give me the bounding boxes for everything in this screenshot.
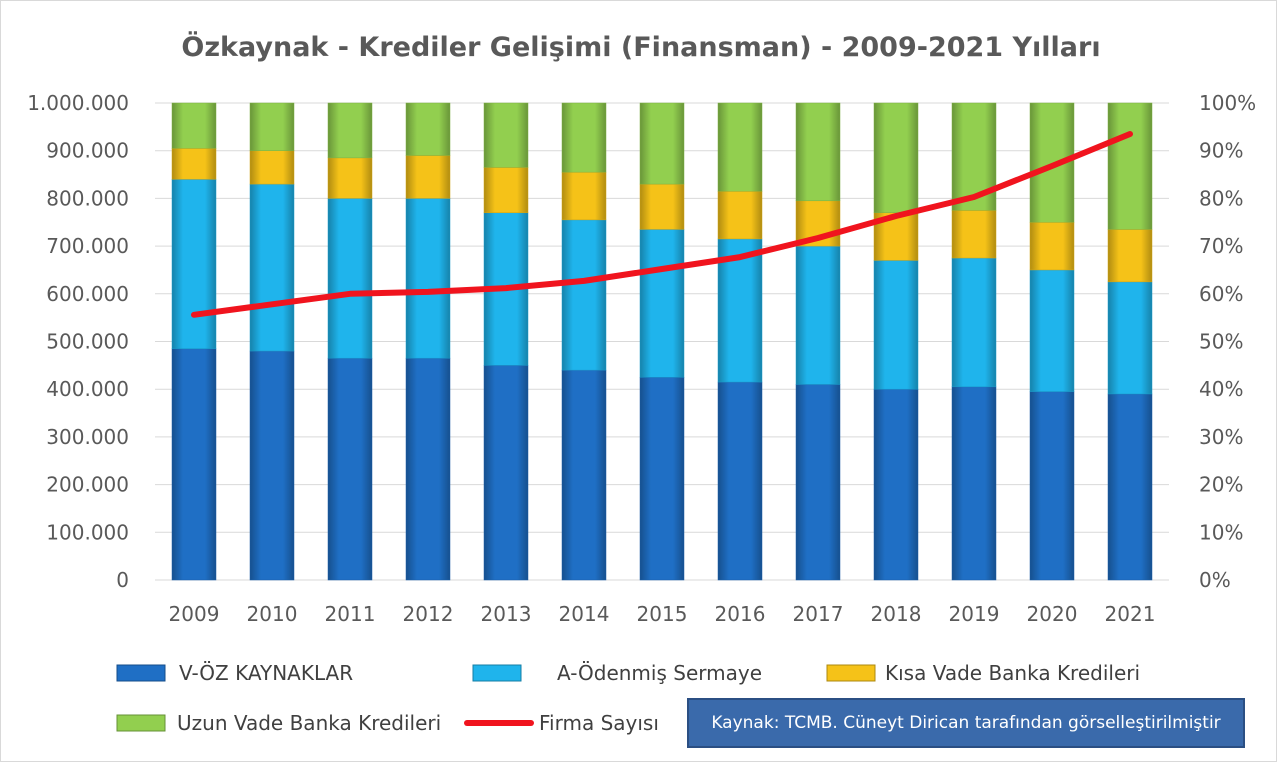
bar-uzun-vade-banka-kredileri-2021 (1108, 103, 1152, 229)
legend-swatch (473, 665, 521, 681)
left-tick-label: 400.000 (46, 377, 129, 401)
x-tick-label: 2017 (793, 602, 844, 626)
left-tick-label: 500.000 (46, 330, 129, 354)
legend-swatch (117, 665, 165, 681)
bar-uzun-vade-banka-kredileri-2018 (874, 103, 918, 213)
right-tick-label: 50% (1199, 330, 1243, 354)
bar-k-sa-vade-banka-kredileri-2010 (250, 151, 294, 184)
x-tick-label: 2020 (1027, 602, 1078, 626)
bar-k-sa-vade-banka-kredileri-2015 (640, 184, 684, 229)
x-tick-label: 2009 (169, 602, 220, 626)
right-tick-label: 30% (1199, 425, 1243, 449)
bar-uzun-vade-banka-kredileri-2014 (562, 103, 606, 172)
bar-v-z-kaynaklar-2009 (172, 349, 216, 580)
right-tick-label: 0% (1199, 568, 1231, 592)
bar-a-denmi-sermaye-2011 (328, 198, 372, 358)
x-tick-label: 2016 (715, 602, 766, 626)
x-tick-label: 2012 (403, 602, 454, 626)
bar-v-z-kaynaklar-2010 (250, 351, 294, 580)
bar-uzun-vade-banka-kredileri-2011 (328, 103, 372, 158)
right-tick-label: 40% (1199, 377, 1243, 401)
bar-a-denmi-sermaye-2020 (1030, 270, 1074, 392)
right-tick-label: 70% (1199, 234, 1243, 258)
bar-k-sa-vade-banka-kredileri-2009 (172, 148, 216, 179)
right-tick-label: 90% (1199, 139, 1243, 163)
left-tick-label: 300.000 (46, 425, 129, 449)
legend-label: Kısa Vade Banka Kredileri (885, 661, 1140, 685)
x-tick-label: 2010 (247, 602, 298, 626)
left-tick-label: 700.000 (46, 234, 129, 258)
bar-v-z-kaynaklar-2016 (718, 382, 762, 580)
left-tick-label: 100.000 (46, 520, 129, 544)
left-tick-label: 600.000 (46, 282, 129, 306)
left-tick-label: 800.000 (46, 186, 129, 210)
legend-label: Firma Sayısı (539, 711, 659, 735)
left-tick-label: 200.000 (46, 473, 129, 497)
bar-a-denmi-sermaye-2012 (406, 198, 450, 358)
bar-v-z-kaynaklar-2015 (640, 377, 684, 580)
bar-a-denmi-sermaye-2015 (640, 229, 684, 377)
legend-swatch (827, 665, 875, 681)
bar-uzun-vade-banka-kredileri-2009 (172, 103, 216, 148)
bar-a-denmi-sermaye-2017 (796, 246, 840, 384)
bar-k-sa-vade-banka-kredileri-2019 (952, 210, 996, 258)
bar-v-z-kaynaklar-2013 (484, 365, 528, 580)
bar-uzun-vade-banka-kredileri-2012 (406, 103, 450, 155)
bar-uzun-vade-banka-kredileri-2017 (796, 103, 840, 201)
bar-uzun-vade-banka-kredileri-2013 (484, 103, 528, 167)
bar-k-sa-vade-banka-kredileri-2014 (562, 172, 606, 220)
bar-k-sa-vade-banka-kredileri-2020 (1030, 222, 1074, 270)
bar-a-denmi-sermaye-2014 (562, 220, 606, 370)
x-tick-label: 2021 (1105, 602, 1156, 626)
right-axis-ticks: 0% 10% 20% 30% 40% 50% 60% 70% 80% 90% 100% (1199, 91, 1256, 592)
bar-k-sa-vade-banka-kredileri-2016 (718, 191, 762, 239)
bar-v-z-kaynaklar-2011 (328, 358, 372, 580)
right-tick-label: 100% (1199, 91, 1256, 115)
legend-label: A-Ödenmiş Sermaye (557, 661, 762, 685)
legend-label: Uzun Vade Banka Kredileri (177, 711, 441, 735)
right-tick-label: 80% (1199, 186, 1243, 210)
right-tick-label: 10% (1199, 520, 1243, 544)
bar-k-sa-vade-banka-kredileri-2013 (484, 167, 528, 212)
right-tick-label: 60% (1199, 282, 1243, 306)
chart-title: Özkaynak - Krediler Gelişimi (Finansman)… (181, 30, 1100, 63)
bar-v-z-kaynaklar-2021 (1108, 394, 1152, 580)
bar-v-z-kaynaklar-2014 (562, 370, 606, 580)
bar-a-denmi-sermaye-2018 (874, 260, 918, 389)
bar-a-denmi-sermaye-2009 (172, 179, 216, 348)
x-tick-label: 2018 (871, 602, 922, 626)
x-tick-label: 2019 (949, 602, 1000, 626)
left-tick-label: 0 (116, 568, 129, 592)
left-tick-label: 900.000 (46, 139, 129, 163)
bar-a-denmi-sermaye-2021 (1108, 282, 1152, 394)
right-tick-label: 20% (1199, 473, 1243, 497)
bar-k-sa-vade-banka-kredileri-2021 (1108, 229, 1152, 281)
bar-v-z-kaynaklar-2019 (952, 387, 996, 580)
bar-uzun-vade-banka-kredileri-2015 (640, 103, 684, 184)
bar-k-sa-vade-banka-kredileri-2011 (328, 158, 372, 199)
bar-k-sa-vade-banka-kredileri-2012 (406, 155, 450, 198)
left-tick-label: 1.000.000 (27, 91, 129, 115)
x-tick-label: 2013 (481, 602, 532, 626)
x-tick-label: 2014 (559, 602, 610, 626)
bar-v-z-kaynaklar-2018 (874, 389, 918, 580)
bar-a-denmi-sermaye-2010 (250, 184, 294, 351)
left-axis-ticks: 0 100.000 200.000 300.000 400.000 500.000 600.… (27, 91, 129, 592)
bar-a-denmi-sermaye-2019 (952, 258, 996, 387)
bar-uzun-vade-banka-kredileri-2016 (718, 103, 762, 191)
bar-v-z-kaynaklar-2012 (406, 358, 450, 580)
bar-uzun-vade-banka-kredileri-2010 (250, 103, 294, 151)
bar-v-z-kaynaklar-2017 (796, 384, 840, 580)
x-tick-label: 2015 (637, 602, 688, 626)
x-axis-ticks: 2009 2010 2011 2012 2013 2014 2015 2016 2017 2018… (169, 602, 1156, 626)
legend-swatch (117, 715, 165, 731)
bar-v-z-kaynaklar-2020 (1030, 392, 1074, 580)
source-note: Kaynak: TCMB. Cüneyt Dirican tarafından … (687, 698, 1245, 748)
legend-label: V-ÖZ KAYNAKLAR (179, 661, 353, 685)
x-tick-label: 2011 (325, 602, 376, 626)
